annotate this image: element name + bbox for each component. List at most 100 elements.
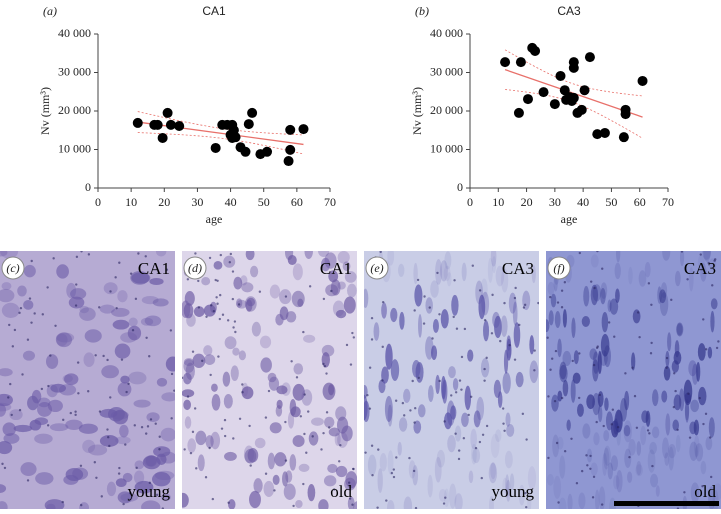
point (157, 132, 168, 143)
cell (551, 394, 559, 412)
dot (431, 337, 434, 340)
cell (328, 427, 341, 437)
cell (83, 352, 95, 368)
point (568, 92, 579, 103)
region-label: CA3 (502, 259, 534, 278)
dot (102, 354, 105, 358)
cell (17, 285, 27, 297)
dot (79, 464, 83, 467)
dot (182, 376, 184, 380)
cell (289, 454, 297, 471)
dot (467, 413, 470, 417)
cell (502, 477, 508, 493)
cell (557, 390, 563, 402)
dot (371, 474, 374, 477)
cell (152, 471, 171, 487)
cells (364, 251, 539, 509)
cell (624, 390, 630, 411)
dot (546, 336, 549, 339)
dot (75, 255, 79, 259)
cell (570, 379, 576, 403)
cell (287, 255, 297, 266)
dot (401, 401, 405, 405)
point (298, 124, 309, 135)
cell (434, 456, 442, 483)
dot (648, 432, 651, 435)
y-tick-label: 10 000 (430, 141, 463, 155)
dot (69, 411, 72, 415)
dot (28, 297, 32, 300)
dot (208, 446, 211, 450)
dot (125, 390, 128, 394)
dot (320, 448, 323, 451)
dot (707, 261, 710, 265)
cell (233, 276, 243, 290)
dot (118, 261, 121, 264)
dot (563, 450, 567, 453)
cell (327, 463, 338, 473)
cell (461, 262, 467, 282)
dot (499, 339, 502, 343)
cell (56, 333, 68, 347)
cell (695, 443, 704, 462)
dot (635, 426, 639, 429)
dot (46, 286, 49, 289)
cell (0, 393, 13, 407)
cell (241, 386, 254, 400)
cell (688, 267, 694, 292)
cell (213, 261, 223, 270)
dot (557, 501, 560, 504)
cell (161, 493, 171, 502)
cell (153, 446, 171, 457)
y-axis-label: Nv (mm³) (38, 87, 52, 135)
dot (348, 481, 351, 484)
dot (460, 355, 464, 359)
cell (601, 311, 609, 333)
cell (142, 455, 161, 470)
dot (210, 304, 213, 307)
cell (613, 475, 620, 490)
dot (392, 468, 396, 471)
dot (395, 456, 398, 459)
point (592, 129, 603, 140)
cell (632, 309, 641, 324)
cell (566, 419, 571, 431)
dot (133, 424, 136, 427)
cell (46, 384, 58, 398)
cell (428, 385, 434, 403)
cell (562, 350, 572, 367)
cell (364, 288, 369, 308)
point (568, 62, 579, 73)
dot (219, 253, 223, 257)
dot (284, 420, 287, 424)
x-tick-label: 30 (191, 195, 203, 209)
dot (457, 457, 461, 461)
dot (220, 427, 224, 430)
cell (557, 338, 562, 358)
cell (698, 386, 707, 406)
cell (515, 371, 524, 388)
cell (79, 305, 89, 314)
dot (522, 306, 526, 309)
point (152, 119, 163, 130)
cell (673, 394, 682, 411)
dot (368, 366, 372, 369)
dot (1, 462, 4, 466)
dot (186, 395, 190, 398)
cell (676, 323, 683, 336)
panel-label: (e) (370, 261, 383, 275)
cell (684, 392, 692, 406)
micrograph-bg (364, 251, 539, 509)
cell (495, 265, 505, 287)
dot (216, 279, 219, 282)
cell (192, 353, 206, 369)
cell (403, 496, 413, 509)
dot (117, 472, 121, 475)
cell (583, 285, 590, 307)
cell (554, 311, 561, 328)
cell (558, 497, 567, 509)
cell (529, 360, 539, 384)
cell (268, 376, 280, 391)
cell (688, 360, 697, 377)
dot (339, 443, 342, 447)
